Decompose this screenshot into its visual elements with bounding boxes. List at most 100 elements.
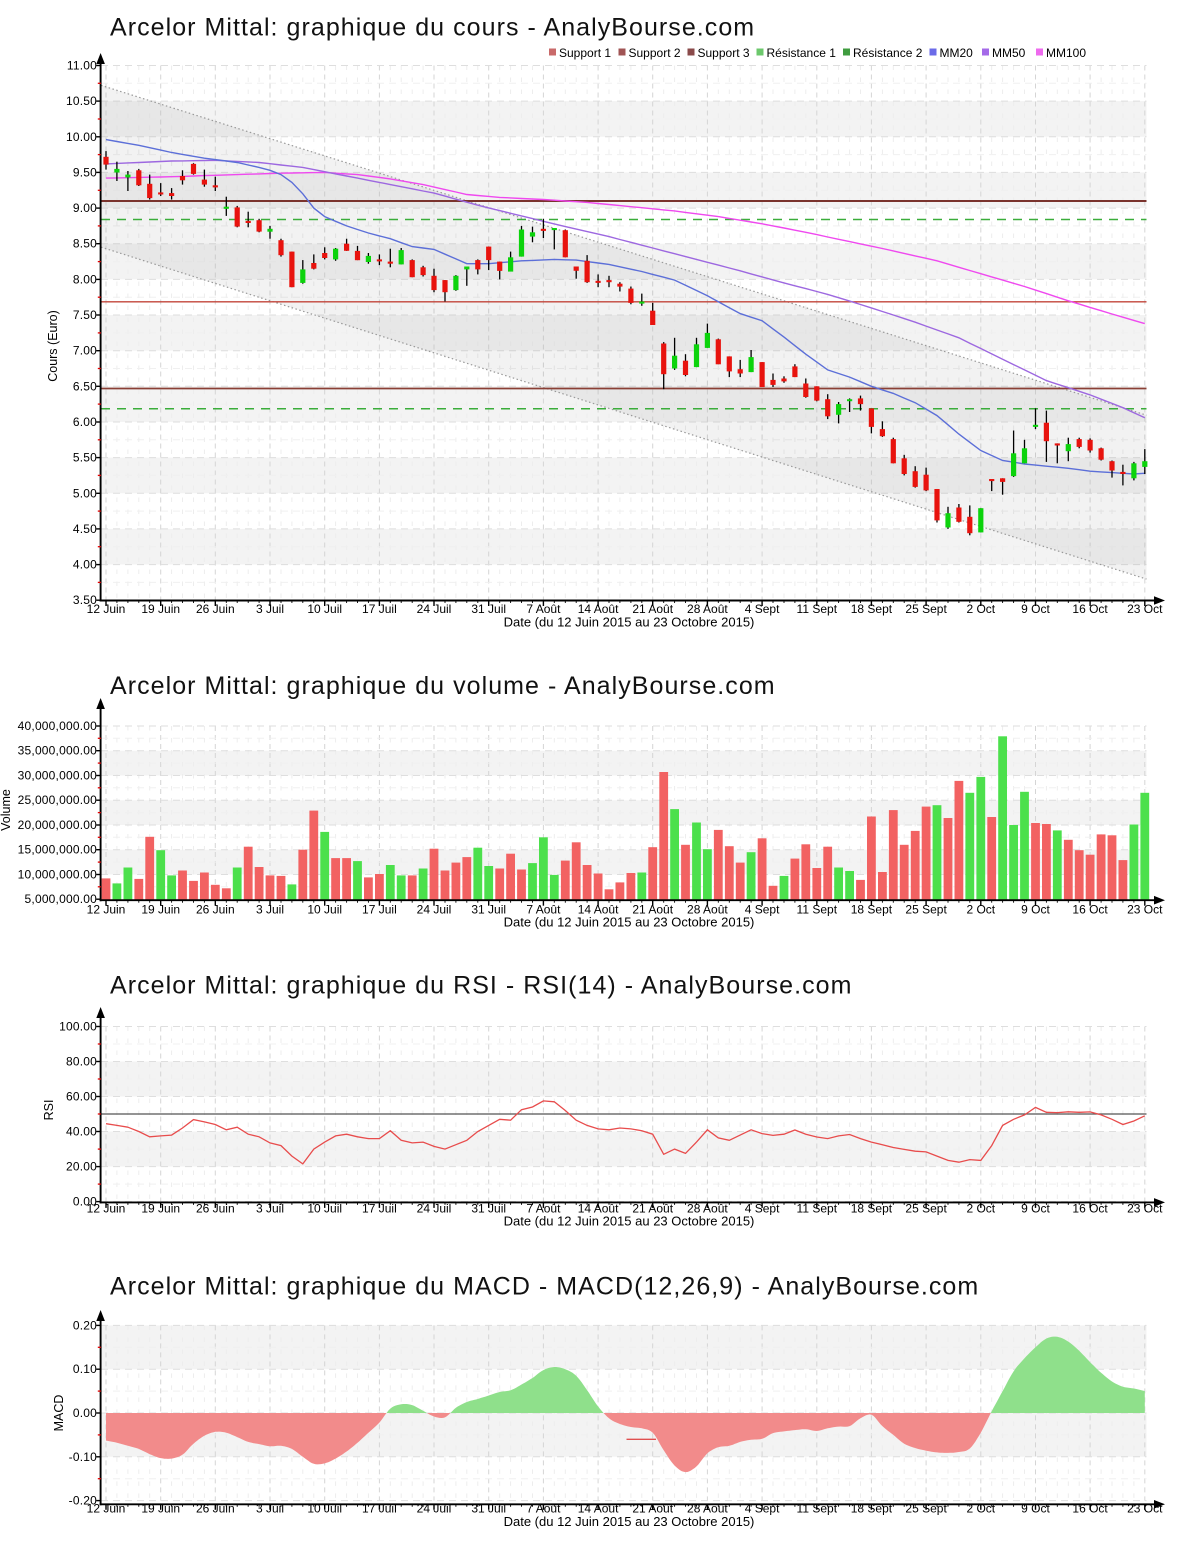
svg-text:8.50: 8.50 bbox=[73, 237, 97, 251]
svg-text:28 Août: 28 Août bbox=[687, 602, 728, 616]
svg-text:Support 1: Support 1 bbox=[559, 46, 611, 60]
svg-text:10,000,000.00: 10,000,000.00 bbox=[18, 868, 97, 882]
svg-text:18 Sept: 18 Sept bbox=[851, 1202, 893, 1216]
svg-text:19 Juin: 19 Juin bbox=[141, 1502, 180, 1516]
svg-text:10.00: 10.00 bbox=[66, 130, 97, 144]
svg-text:4 Sept: 4 Sept bbox=[745, 602, 780, 616]
svg-text:16 Oct: 16 Oct bbox=[1072, 1502, 1108, 1516]
svg-text:9 Oct: 9 Oct bbox=[1021, 1202, 1050, 1216]
svg-text:10 Juil: 10 Juil bbox=[307, 1502, 342, 1516]
svg-text:23 Oct: 23 Oct bbox=[1127, 1202, 1163, 1216]
svg-text:9 Oct: 9 Oct bbox=[1021, 1502, 1050, 1516]
svg-text:21 Août: 21 Août bbox=[632, 1202, 673, 1216]
svg-text:6.00: 6.00 bbox=[73, 415, 97, 429]
svg-text:7 Août: 7 Août bbox=[526, 1202, 561, 1216]
svg-text:10 Juil: 10 Juil bbox=[307, 903, 342, 917]
svg-text:9.50: 9.50 bbox=[73, 165, 97, 179]
svg-text:Arcelor Mittal: graphique du M: Arcelor Mittal: graphique du MACD - MACD… bbox=[110, 1273, 979, 1301]
svg-text:11.00: 11.00 bbox=[67, 59, 97, 73]
svg-text:31 Juil: 31 Juil bbox=[471, 903, 506, 917]
svg-text:0.20: 0.20 bbox=[73, 1318, 97, 1332]
svg-text:MM20: MM20 bbox=[940, 46, 974, 60]
svg-text:3 Juil: 3 Juil bbox=[256, 903, 284, 917]
svg-text:24 Juil: 24 Juil bbox=[417, 602, 452, 616]
svg-text:17 Juil: 17 Juil bbox=[362, 602, 397, 616]
svg-text:23 Oct: 23 Oct bbox=[1127, 602, 1163, 616]
svg-text:15,000,000.00: 15,000,000.00 bbox=[18, 843, 97, 857]
svg-text:18 Sept: 18 Sept bbox=[851, 1502, 893, 1516]
svg-text:0.00: 0.00 bbox=[73, 1195, 97, 1209]
svg-text:60.00: 60.00 bbox=[66, 1090, 97, 1104]
svg-text:Arcelor Mittal: graphique du v: Arcelor Mittal: graphique du volume - An… bbox=[110, 672, 776, 700]
svg-text:2 Oct: 2 Oct bbox=[966, 903, 995, 917]
svg-text:3 Juil: 3 Juil bbox=[256, 602, 284, 616]
svg-text:11 Sept: 11 Sept bbox=[797, 903, 838, 917]
svg-text:28 Août: 28 Août bbox=[687, 1202, 728, 1216]
svg-text:9 Oct: 9 Oct bbox=[1021, 903, 1050, 917]
svg-text:RSI: RSI bbox=[42, 1100, 56, 1121]
svg-text:-0.10: -0.10 bbox=[69, 1450, 97, 1464]
svg-text:5.50: 5.50 bbox=[73, 451, 97, 465]
svg-text:4 Sept: 4 Sept bbox=[745, 1502, 780, 1516]
svg-text:21 Août: 21 Août bbox=[632, 1502, 673, 1516]
svg-text:Résistance 2: Résistance 2 bbox=[853, 46, 923, 60]
svg-text:12 Juin: 12 Juin bbox=[87, 1202, 126, 1216]
svg-text:17 Juil: 17 Juil bbox=[362, 1502, 397, 1516]
svg-text:25 Sept: 25 Sept bbox=[905, 602, 947, 616]
svg-text:16 Oct: 16 Oct bbox=[1072, 903, 1108, 917]
svg-text:14 Août: 14 Août bbox=[578, 903, 619, 917]
svg-text:5.00: 5.00 bbox=[73, 486, 97, 500]
svg-text:11 Sept: 11 Sept bbox=[797, 1202, 838, 1216]
svg-text:24 Juil: 24 Juil bbox=[417, 1502, 452, 1516]
svg-text:31 Juil: 31 Juil bbox=[471, 1202, 506, 1216]
svg-text:100.00: 100.00 bbox=[59, 1020, 97, 1034]
svg-text:2 Oct: 2 Oct bbox=[966, 602, 995, 616]
svg-text:19 Juin: 19 Juin bbox=[141, 602, 180, 616]
svg-text:25,000,000.00: 25,000,000.00 bbox=[18, 793, 97, 807]
svg-text:26 Juin: 26 Juin bbox=[196, 1502, 235, 1516]
svg-text:31 Juil: 31 Juil bbox=[471, 1502, 506, 1516]
svg-text:35,000,000.00: 35,000,000.00 bbox=[18, 744, 97, 758]
svg-text:21 Août: 21 Août bbox=[632, 602, 673, 616]
svg-text:10 Juil: 10 Juil bbox=[307, 1202, 342, 1216]
svg-text:Date (du 12 Juin 2015 au 23 Oc: Date (du 12 Juin 2015 au 23 Octobre 2015… bbox=[504, 1214, 755, 1229]
svg-text:Support 2: Support 2 bbox=[629, 46, 681, 60]
svg-text:17 Juil: 17 Juil bbox=[362, 1202, 397, 1216]
svg-text:25 Sept: 25 Sept bbox=[905, 1502, 947, 1516]
svg-text:14 Août: 14 Août bbox=[578, 1202, 619, 1216]
svg-text:18 Sept: 18 Sept bbox=[851, 903, 893, 917]
svg-text:8.00: 8.00 bbox=[73, 272, 97, 286]
svg-text:Date (du 12 Juin 2015 au 23 Oc: Date (du 12 Juin 2015 au 23 Octobre 2015… bbox=[504, 915, 755, 930]
svg-text:25 Sept: 25 Sept bbox=[905, 1202, 947, 1216]
svg-text:23 Oct: 23 Oct bbox=[1127, 1502, 1163, 1516]
svg-text:12 Juin: 12 Juin bbox=[87, 903, 126, 917]
svg-text:Date (du 12 Juin 2015 au 23 Oc: Date (du 12 Juin 2015 au 23 Octobre 2015… bbox=[504, 615, 755, 630]
svg-text:3 Juil: 3 Juil bbox=[256, 1502, 284, 1516]
svg-text:7.00: 7.00 bbox=[73, 344, 97, 358]
svg-text:Cours (Euro): Cours (Euro) bbox=[46, 310, 60, 382]
svg-text:14 Août: 14 Août bbox=[578, 602, 619, 616]
svg-text:26 Juin: 26 Juin bbox=[196, 602, 235, 616]
svg-text:3 Juil: 3 Juil bbox=[256, 1202, 284, 1216]
svg-text:18 Sept: 18 Sept bbox=[851, 602, 893, 616]
svg-text:10 Juil: 10 Juil bbox=[307, 602, 342, 616]
svg-text:4.00: 4.00 bbox=[73, 558, 97, 572]
svg-text:12 Juin: 12 Juin bbox=[87, 1502, 126, 1516]
svg-text:Support 3: Support 3 bbox=[698, 46, 750, 60]
svg-text:4 Sept: 4 Sept bbox=[745, 903, 780, 917]
svg-text:16 Oct: 16 Oct bbox=[1072, 1202, 1108, 1216]
svg-text:MACD: MACD bbox=[52, 1395, 66, 1432]
svg-text:6.50: 6.50 bbox=[73, 379, 97, 393]
svg-text:-0.20: -0.20 bbox=[69, 1494, 97, 1508]
svg-text:40,000,000.00: 40,000,000.00 bbox=[18, 719, 97, 733]
svg-text:31 Juil: 31 Juil bbox=[471, 602, 506, 616]
svg-text:19 Juin: 19 Juin bbox=[141, 903, 180, 917]
svg-text:23 Oct: 23 Oct bbox=[1127, 903, 1163, 917]
svg-text:4 Sept: 4 Sept bbox=[745, 1202, 780, 1216]
svg-text:7.50: 7.50 bbox=[73, 308, 97, 322]
svg-text:7 Août: 7 Août bbox=[526, 602, 561, 616]
svg-text:Arcelor Mittal: graphique du R: Arcelor Mittal: graphique du RSI - RSI(1… bbox=[110, 972, 852, 1000]
svg-text:Arcelor Mittal: graphique du c: Arcelor Mittal: graphique du cours - Ana… bbox=[110, 14, 755, 42]
svg-text:28 Août: 28 Août bbox=[687, 903, 728, 917]
svg-text:14 Août: 14 Août bbox=[578, 1502, 619, 1516]
